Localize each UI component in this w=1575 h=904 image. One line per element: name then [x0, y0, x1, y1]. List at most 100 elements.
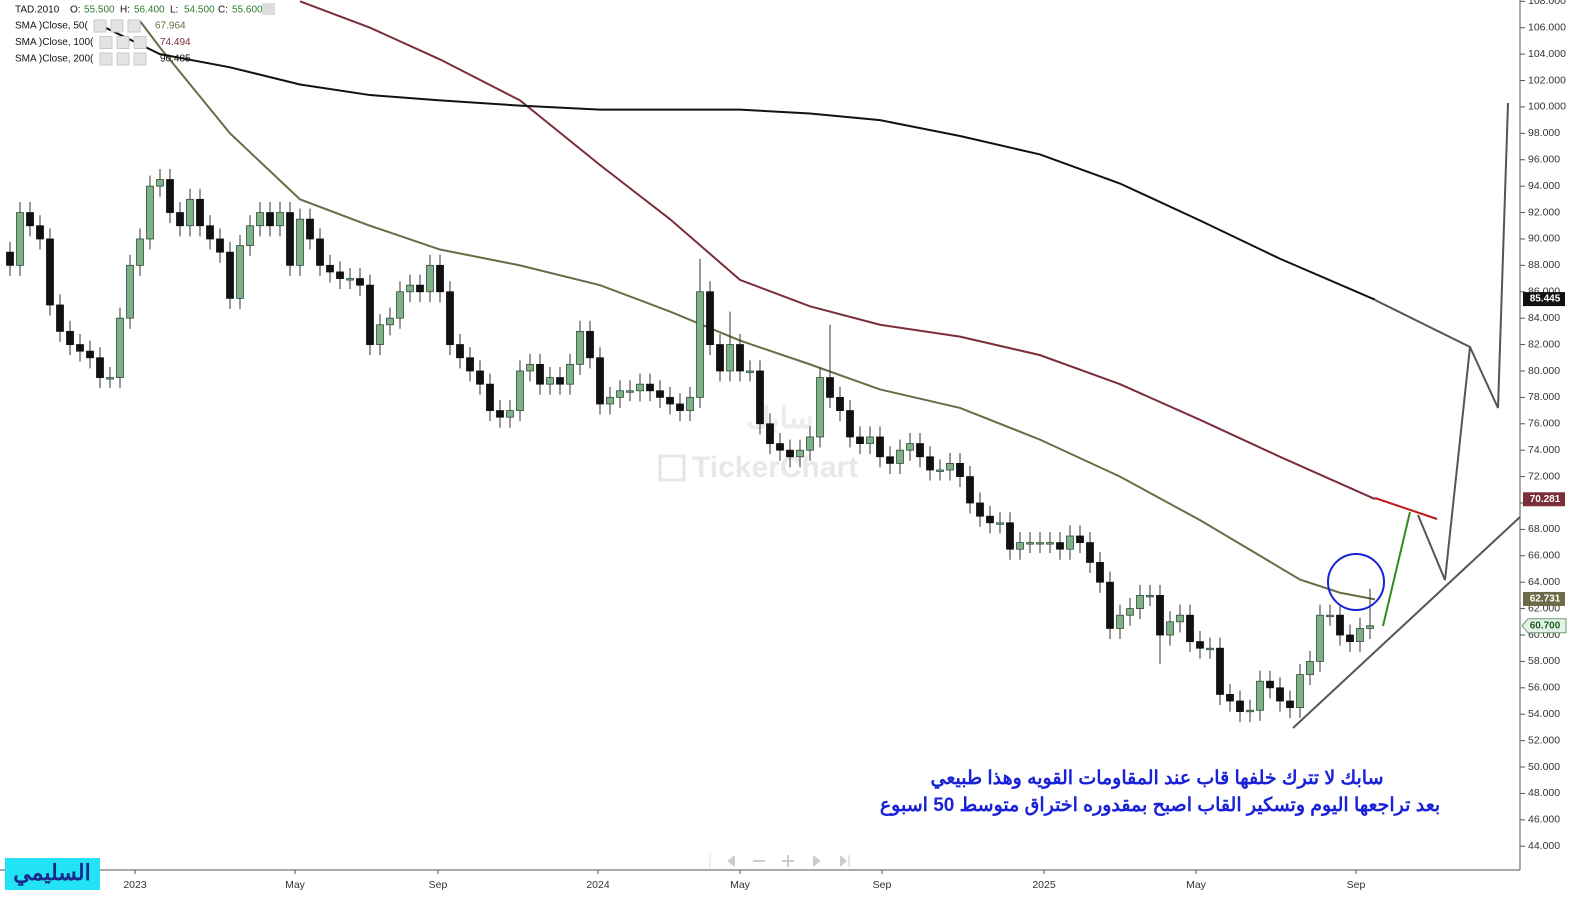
candle-body [256, 212, 264, 227]
candle-body [946, 462, 954, 471]
candle-body [246, 225, 254, 246]
x-tick-label: Sep [873, 879, 892, 891]
legend-value: 90.485 [160, 54, 191, 65]
y-tick-label: 44.000 [1528, 840, 1560, 852]
candle-body [626, 390, 634, 393]
candle-body [606, 396, 614, 405]
legend-name: SMA )Close, 200( [15, 54, 94, 65]
candle-body [86, 350, 94, 359]
legend-icon[interactable] [133, 36, 147, 49]
candle-body [36, 225, 44, 240]
y-tick-label: 58.000 [1528, 655, 1560, 667]
candle-body [126, 264, 134, 319]
candle-body [186, 198, 194, 227]
candle-body [936, 469, 944, 472]
y-tick-label: 102.000 [1528, 74, 1566, 86]
candle-body [146, 185, 154, 240]
legend-icon[interactable] [116, 52, 130, 66]
legend-icon[interactable] [99, 52, 113, 66]
candle-body [846, 410, 854, 438]
candle-body [716, 344, 724, 372]
price-label: 70.281 [1530, 494, 1561, 505]
candle-body [616, 390, 624, 398]
candle-body [216, 238, 224, 253]
x-tick-label: 2023 [123, 879, 147, 891]
candle-body [876, 436, 884, 458]
candle-body [196, 198, 204, 227]
candle-body [456, 344, 464, 359]
legend-value: 74.494 [160, 37, 191, 48]
menu-button[interactable] [262, 3, 275, 15]
candle-body [796, 449, 804, 458]
highlight-circle [1327, 553, 1385, 611]
legend-icon[interactable] [116, 36, 130, 49]
ohlc-value: 55.600 [232, 5, 263, 16]
y-tick-label: 84.000 [1528, 312, 1560, 324]
y-tick-label: 80.000 [1528, 365, 1560, 377]
y-tick-label: 90.000 [1528, 233, 1560, 245]
legend-icon[interactable] [133, 52, 147, 66]
watermark: TickerChart [692, 451, 858, 484]
candle-body [136, 238, 144, 266]
ohlc-value: 56.400 [134, 5, 165, 16]
x-tick-label: Sep [429, 879, 448, 891]
candle-body [506, 410, 514, 418]
candle-body [536, 363, 544, 385]
candle-body [1236, 700, 1244, 712]
y-tick-label: 104.000 [1528, 48, 1566, 60]
x-tick-label: May [1186, 879, 1207, 891]
price-label: 62.731 [1530, 594, 1561, 605]
candle-body [306, 218, 314, 240]
candle-body [1366, 625, 1374, 629]
candle-body [706, 291, 714, 345]
candle-body [696, 291, 704, 398]
candle-body [1146, 595, 1154, 598]
nav-end[interactable] [840, 855, 847, 867]
candle-body [1356, 628, 1364, 643]
y-tick-label: 108.000 [1528, 0, 1566, 7]
y-tick-label: 76.000 [1528, 418, 1560, 430]
candle-body [866, 436, 874, 444]
plot [6, 0, 1376, 723]
author: السليمي [13, 860, 90, 886]
candle-body [1226, 694, 1234, 702]
candle-body [326, 264, 334, 273]
candle-body [1046, 542, 1054, 545]
legend-icon[interactable] [110, 19, 124, 33]
candle-body [26, 212, 34, 227]
legend-icon[interactable] [99, 36, 113, 49]
legend-name: SMA )Close, 50( [15, 21, 88, 32]
candle-body [596, 357, 604, 405]
candle-body [1196, 641, 1204, 649]
price-label-box [1523, 591, 1565, 606]
nav-zoom-out[interactable] [753, 860, 765, 862]
nav-left[interactable] [727, 855, 735, 867]
candle-body [156, 179, 164, 187]
candle-body [1176, 614, 1184, 623]
legend-icon[interactable] [93, 19, 107, 33]
candle-body [776, 443, 784, 451]
candle-body [1116, 614, 1124, 629]
candle-body [1006, 522, 1014, 550]
nav-right[interactable] [813, 855, 821, 867]
annotation: سابك لا تترك خلفها قاب عند المقاومات الق… [930, 768, 1383, 790]
candle-body [46, 238, 54, 306]
candle-body [1296, 674, 1304, 709]
x-tick-label: 2024 [586, 879, 610, 891]
candle-body [546, 377, 554, 385]
candle-body [366, 284, 374, 345]
legend-icon[interactable] [127, 19, 141, 33]
y-tick-label: 48.000 [1528, 787, 1560, 799]
candle-body [996, 522, 1004, 525]
nav-zoom-in[interactable] [782, 855, 794, 867]
candle-body [1136, 595, 1144, 610]
y-tick-label: 74.000 [1528, 444, 1560, 456]
candle-body [376, 324, 384, 345]
candle-body [986, 515, 994, 524]
candle-body [1126, 608, 1134, 616]
legend: SMA )Close, 50(67.964 SMA )Close, 100(74.… [15, 19, 191, 66]
y-tick-label: 52.000 [1528, 734, 1560, 746]
y-tick-label: 66.000 [1528, 550, 1560, 562]
candle-body [496, 410, 504, 418]
candle-body [666, 396, 674, 405]
